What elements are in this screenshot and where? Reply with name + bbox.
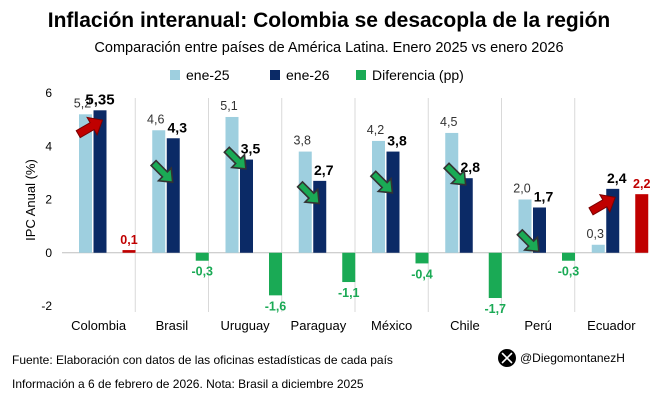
bar-ene-25 [79,114,92,253]
label-diferencia: 2,2 [633,177,650,191]
bar-diferencia [122,250,136,253]
category-label: Chile [450,318,480,333]
trend-down-arrow-icon [369,170,394,194]
bar-ene-25 [591,244,605,253]
bar-diferencia [562,252,575,261]
bar-ene-26 [240,159,253,253]
legend-label: ene-26 [286,67,330,83]
y-tick-label: 2 [45,193,52,207]
x-axis: Colombia Brasil Uruguay Paraguay México Chile… [71,318,636,333]
category-label: Brasil [156,318,189,333]
label-ene-25: 2,0 [513,182,530,196]
trend-down-arrow-icon [223,146,247,170]
chart-subtitle: Comparación entre países de América Lati… [94,40,563,56]
bar-ene-25 [152,130,166,253]
category-label: Perú [524,318,551,333]
trend-up-arrow-icon [588,193,616,216]
bar-ene-26 [93,110,107,253]
bar-ene-25 [225,116,239,253]
y-tick-label: 4 [45,139,52,153]
label-ene-26: 3,8 [387,133,407,149]
legend-label: ene-25 [186,67,230,83]
category-label: Uruguay [221,318,271,333]
label-ene-26: 2,8 [461,159,481,175]
bar-diferencia [488,252,502,299]
bar-ene-26 [166,138,180,253]
bar-ene-26 [459,178,473,253]
y-tick-label: -2 [41,299,52,313]
plot-area: 5,25,350,14,6 4,3-0,35,13,5-1,63,82,7-1,1… [62,91,650,316]
bar-diferencia [195,252,209,261]
x-logo-icon [498,349,516,367]
label-ene-25: 4,2 [367,123,384,137]
label-ene-26: 5,35 [85,91,114,108]
bar-diferencia [635,194,649,253]
y-axis: -2 0 2 4 6 [41,86,52,313]
y-tick-label: 6 [45,86,52,100]
label-ene-26: 2,7 [314,162,334,178]
trend-down-arrow-icon [516,228,540,253]
label-diferencia: 0,1 [120,233,137,247]
trend-down-arrow-icon [296,180,321,205]
category-label: Ecuador [587,318,636,333]
label-ene-26: 4,3 [168,119,188,135]
label-diferencia: -0,4 [411,267,433,281]
category-label: Colombia [71,318,127,333]
legend-swatch [270,70,280,80]
label-ene-25: 5,2 [74,96,91,110]
trend-down-arrow-icon [149,159,174,184]
trend-up-arrow-icon [75,116,104,139]
label-diferencia: -1,1 [338,286,360,300]
footer-source: Fuente: Elaboración con datos de las ofi… [12,353,393,367]
label-diferencia: -1,7 [484,302,506,316]
label-ene-25: 5,1 [220,99,237,113]
label-diferencia: -0,3 [191,265,213,279]
legend: ene-25 ene-26 Diferencia (pp) [170,67,464,83]
category-label: México [371,318,412,333]
label-ene-26: 2,4 [607,170,627,186]
bar-diferencia [342,252,356,283]
trend-down-arrow-icon [442,162,467,186]
bar-ene-25 [372,140,385,253]
label-ene-25: 3,8 [294,134,311,148]
bar-diferencia [415,252,429,264]
label-diferencia: -1,6 [265,299,287,313]
label-ene-25: 4,5 [440,115,457,129]
chart-title: Inflación interanual: Colombia se desaco… [48,9,610,32]
y-tick-label: 0 [45,246,52,260]
social-handle: @DiegomontanezH [520,351,625,365]
label-ene-25: 4,6 [147,112,164,126]
category-label: Paraguay [291,318,347,333]
label-diferencia: -0,3 [558,265,580,279]
label-ene-26: 3,5 [241,141,261,157]
y-axis-label: IPC Anual (%) [23,159,38,241]
legend-swatch [170,70,180,80]
footer-note: Información a 6 de febrero de 2026. Nota… [12,377,364,391]
legend-swatch [356,70,366,80]
legend-label: Diferencia (pp) [372,67,464,83]
bar-diferencia [269,252,282,296]
bar-ene-25 [445,132,459,253]
label-ene-25: 0,3 [587,227,604,241]
label-ene-26: 1,7 [534,188,554,204]
bar-ene-26 [386,151,400,253]
